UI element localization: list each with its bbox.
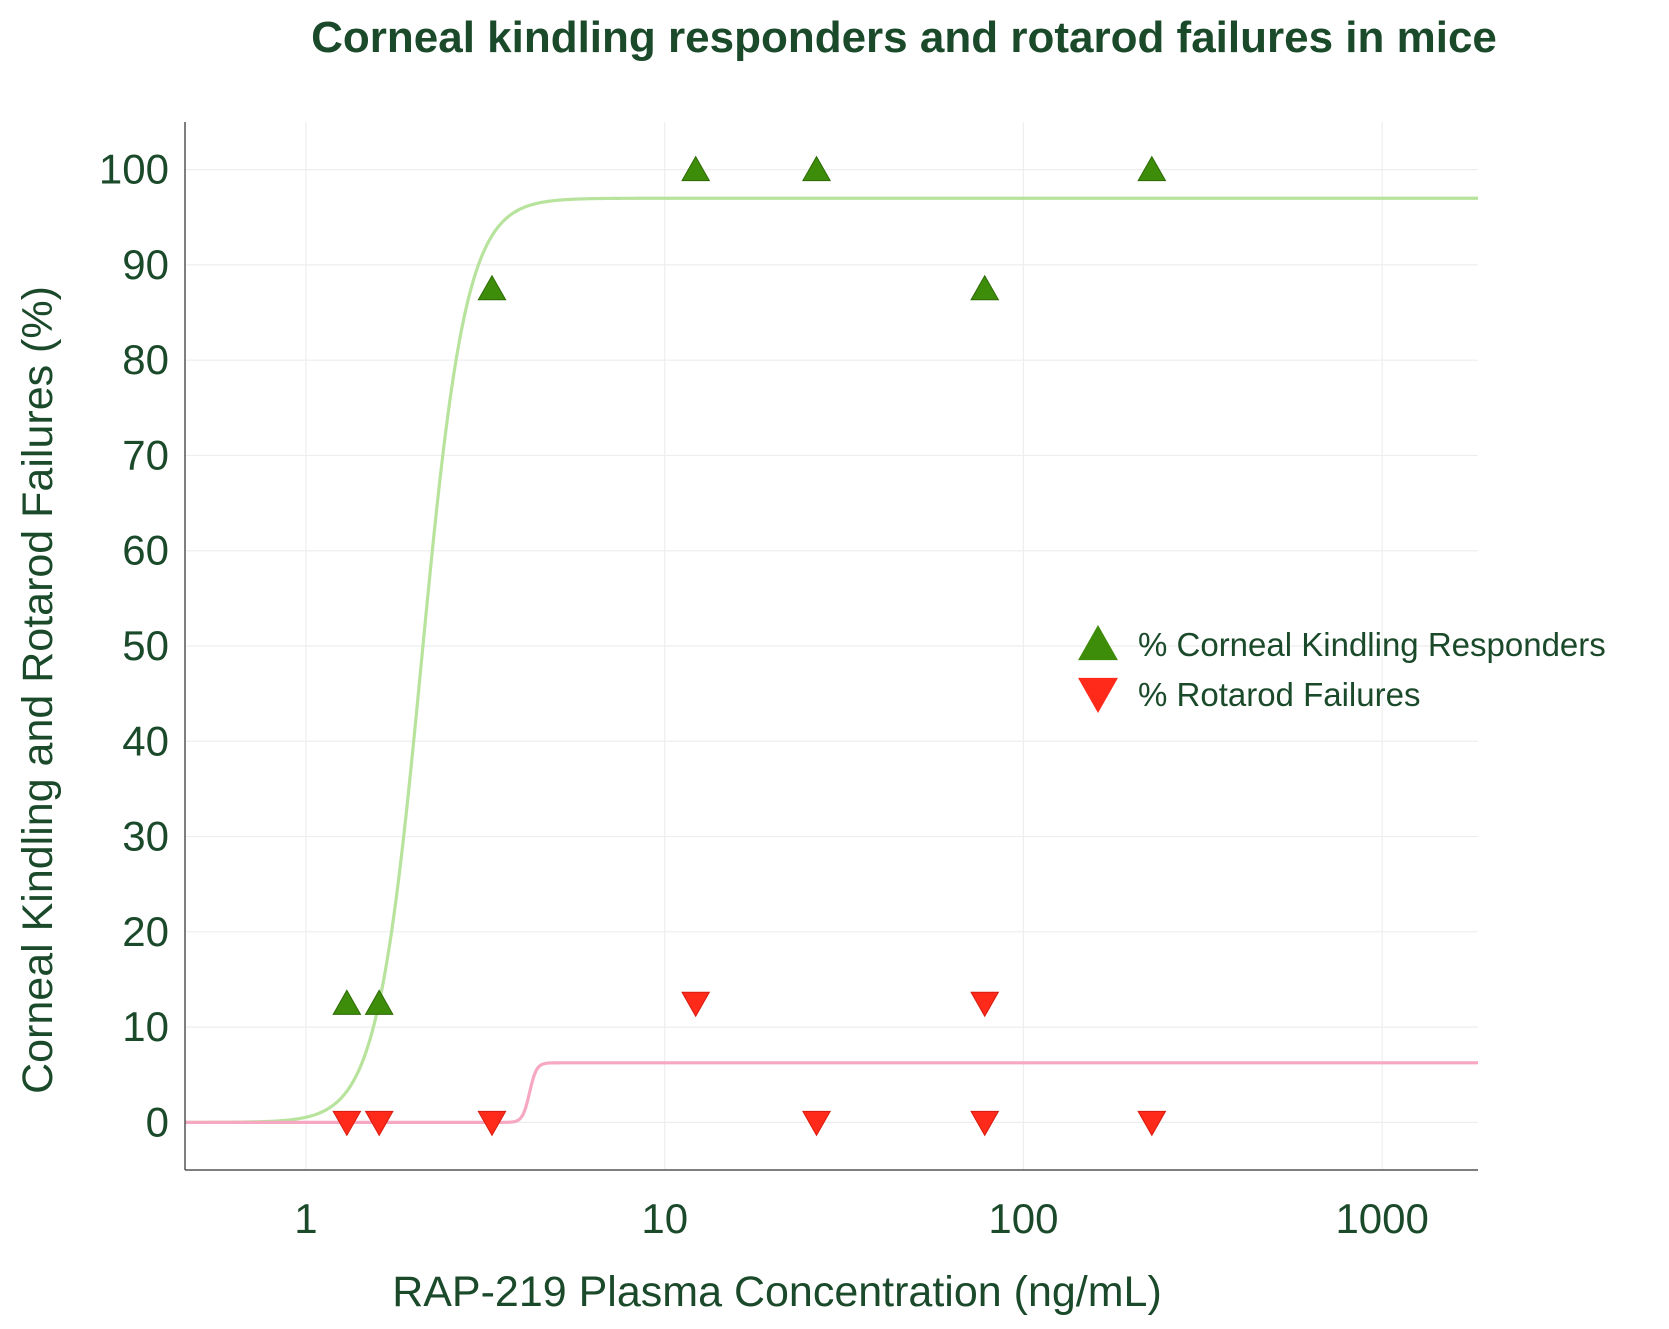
responder-point <box>364 989 394 1015</box>
fit-curves <box>185 196 1478 1124</box>
y-tick-label: 50 <box>122 622 169 669</box>
failure-fit-curve <box>185 1061 1478 1124</box>
y-tick-label: 0 <box>146 1098 169 1145</box>
failure-point <box>970 991 1000 1018</box>
legend-failure-marker <box>1078 677 1118 713</box>
x-tick-label: 1000 <box>1335 1195 1428 1242</box>
y-tick-label: 90 <box>122 241 169 288</box>
x-axis-label: RAP-219 Plasma Concentration (ng/mL) <box>392 1268 1162 1316</box>
legend: % Corneal Kindling Responders % Rotarod F… <box>1078 625 1606 713</box>
legend-responder-marker <box>1078 625 1118 661</box>
failure-point <box>681 991 711 1018</box>
x-tick-label: 100 <box>988 1195 1058 1242</box>
y-tick-label: 80 <box>122 336 169 383</box>
failure-point <box>477 1110 507 1137</box>
responder-point <box>681 155 711 182</box>
x-tick-label: 1 <box>294 1195 317 1242</box>
y-tick-label: 30 <box>122 813 169 860</box>
data-markers <box>332 155 1167 1137</box>
failure-point <box>332 1110 362 1137</box>
failure-point <box>1137 1110 1167 1137</box>
responder-point <box>802 155 832 182</box>
responder-point <box>970 274 1000 301</box>
chart-title: Corneal kindling responders and rotarod … <box>311 13 1497 62</box>
y-tick-label: 100 <box>99 146 169 193</box>
responder-point <box>1137 155 1167 182</box>
y-tick-label: 40 <box>122 717 169 764</box>
failure-point <box>802 1110 832 1137</box>
axes <box>184 122 1478 1171</box>
responder-point <box>332 989 362 1015</box>
grid <box>185 122 1478 1170</box>
responder-fit-curve <box>185 196 1478 1124</box>
failure-point <box>970 1110 1000 1137</box>
y-tick-label: 10 <box>122 1003 169 1050</box>
responder-point <box>477 274 507 301</box>
y-tick-label: 70 <box>122 431 169 478</box>
failure-point <box>364 1110 394 1137</box>
y-tick-label: 20 <box>122 908 169 955</box>
x-tick-label: 10 <box>641 1195 688 1242</box>
y-tick-label: 60 <box>122 527 169 574</box>
legend-responder-label: % Corneal Kindling Responders <box>1138 626 1606 663</box>
legend-failure-label: % Rotarod Failures <box>1138 676 1420 713</box>
y-axis-label: Corneal Kindling and Rotarod Failures (%… <box>14 286 62 1094</box>
